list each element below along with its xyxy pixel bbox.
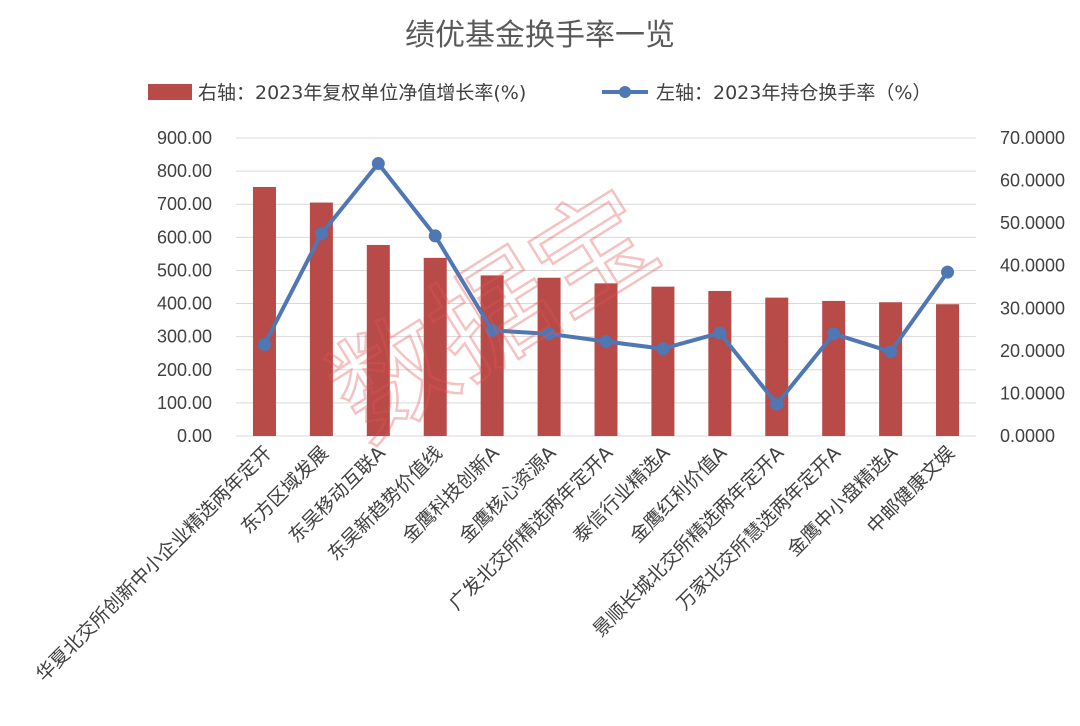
line-series [257, 157, 955, 411]
bar [480, 275, 504, 436]
bar [537, 277, 561, 436]
left-tick-label: 700.00 [157, 194, 212, 214]
bar [309, 202, 333, 436]
right-axis: 0.0000 10.0000 20.0000 30.0000 40.0000 50.000… [1000, 128, 1065, 446]
line-point [542, 327, 556, 341]
left-tick-label: 300.00 [157, 327, 212, 347]
right-tick-label: 60.0000 [1000, 171, 1065, 191]
bar [708, 290, 732, 436]
bar [879, 302, 903, 436]
right-tick-label: 40.0000 [1000, 256, 1065, 276]
legend-bar-swatch [148, 84, 192, 100]
left-axis: 0.00 100.00 200.00 300.00 400.00 500.00 600.00… [157, 128, 212, 446]
right-tick-label: 70.0000 [1000, 128, 1065, 148]
line-point [428, 229, 442, 243]
left-tick-label: 100.00 [157, 393, 212, 413]
left-tick-label: 600.00 [157, 227, 212, 247]
line-point [770, 397, 784, 411]
chart-title: 绩优基金换手率一览 [405, 18, 675, 53]
bar [366, 244, 390, 436]
line-point [827, 327, 841, 341]
line-point [314, 227, 328, 241]
category-axis: 华夏北交所创新中小企业精选两年定开东方区域发展东吴移动互联A东吴新趋势价值线金鹰… [32, 442, 959, 686]
left-tick-label: 900.00 [157, 128, 212, 148]
category-label: 华夏北交所创新中小企业精选两年定开 [32, 442, 276, 686]
line-point [941, 265, 955, 279]
right-tick-label: 10.0000 [1000, 383, 1065, 403]
legend: 右轴：2023年复权单位净值增长率(%) 左轴：2023年持仓换手率（%） [148, 82, 931, 104]
line-point [371, 157, 385, 171]
bar [765, 297, 789, 436]
bar [252, 187, 276, 436]
left-tick-label: 500.00 [157, 260, 212, 280]
line-point [485, 323, 499, 337]
bar [936, 304, 960, 436]
line-point [656, 342, 670, 356]
left-tick-label: 200.00 [157, 360, 212, 380]
line-point [599, 334, 613, 348]
left-tick-label: 0.00 [177, 426, 212, 446]
right-tick-label: 30.0000 [1000, 298, 1065, 318]
legend-bar-label: 右轴：2023年复权单位净值增长率(%) [198, 82, 526, 104]
bar [423, 257, 447, 436]
right-tick-label: 50.0000 [1000, 213, 1065, 233]
bar [822, 300, 846, 436]
line-point [713, 326, 727, 340]
right-tick-label: 20.0000 [1000, 341, 1065, 361]
legend-line-label: 左轴：2023年持仓换手率（%） [656, 82, 931, 104]
line-point [257, 337, 271, 351]
right-tick-label: 0.0000 [1000, 426, 1055, 446]
bar-series [252, 187, 960, 436]
line-point [884, 345, 898, 359]
legend-line-marker [619, 86, 631, 98]
bar [594, 283, 618, 436]
left-tick-label: 800.00 [157, 161, 212, 181]
bar [651, 286, 675, 436]
left-tick-label: 400.00 [157, 294, 212, 314]
